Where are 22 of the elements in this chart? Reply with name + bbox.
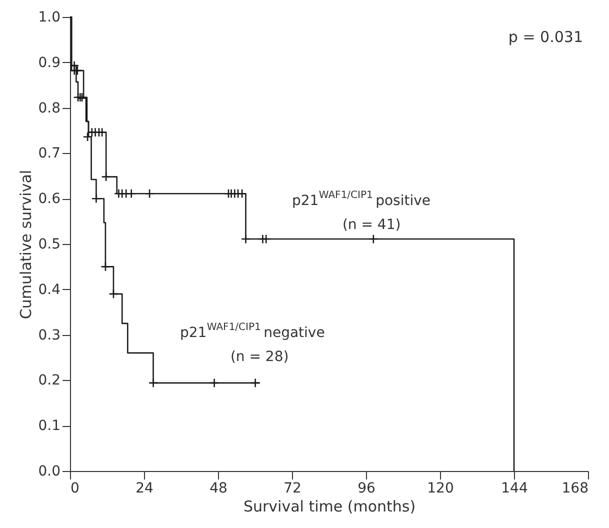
x-tick-label: 0 xyxy=(70,480,80,496)
x-tick-label: 168 xyxy=(562,480,588,496)
y-tick-label: 0.3 xyxy=(38,327,60,344)
x-axis-title: Survival time (months) xyxy=(243,498,416,516)
x-tick-label: 96 xyxy=(358,480,376,496)
x-tick-label: 48 xyxy=(210,480,228,496)
y-tick-label: 0.4 xyxy=(38,282,61,298)
y-tick-label: 0.5 xyxy=(38,236,60,252)
x-tick-label: 72 xyxy=(284,480,302,496)
y-tick-label: 0.6 xyxy=(38,191,61,208)
annotation: p = 0.031 xyxy=(508,28,583,46)
y-tick-label: 0.7 xyxy=(38,146,60,162)
y-tick-label: 0.1 xyxy=(38,418,60,434)
y-tick-label: 0.2 xyxy=(38,372,60,389)
y-axis-title: Cumulative survival xyxy=(17,170,36,320)
x-tick-label: 144 xyxy=(501,480,528,496)
y-tick-label: 0.9 xyxy=(38,54,60,71)
x-tick-label: 120 xyxy=(427,480,454,496)
x-tick-label: 24 xyxy=(136,480,154,496)
y-tick-label: 0.8 xyxy=(38,100,60,116)
y-tick-label: 0.0 xyxy=(38,464,60,480)
y-tick-label: 1.0 xyxy=(38,10,60,26)
